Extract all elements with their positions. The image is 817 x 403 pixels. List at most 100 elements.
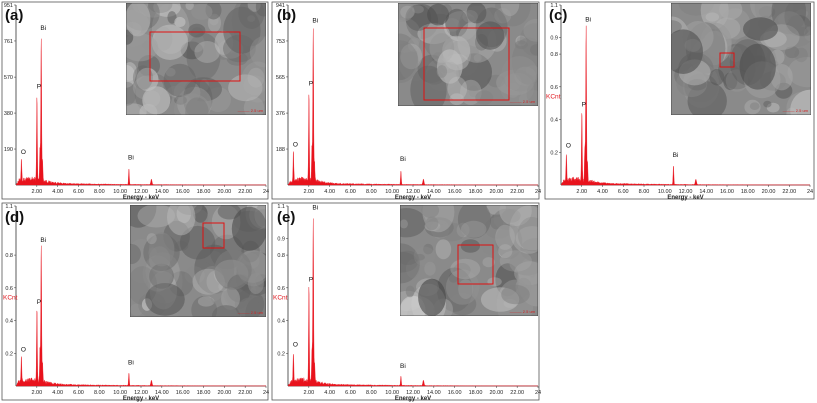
- sem-texture: [137, 205, 176, 228]
- sem-texture: [245, 296, 266, 317]
- sem-texture: [719, 3, 743, 20]
- sem-texture: [151, 24, 189, 60]
- spectrum-series: [15, 38, 267, 186]
- peak-label: P: [309, 276, 313, 283]
- sem-texture: [495, 3, 531, 27]
- sem-texture: [247, 67, 265, 88]
- sem-texture: [193, 205, 208, 223]
- x-tick-label: 20.00: [489, 189, 503, 195]
- sem-texture: [450, 258, 481, 280]
- peak-label: Bi: [673, 152, 679, 159]
- sem-texture: [214, 249, 252, 290]
- sem-texture: [784, 3, 811, 37]
- eds-panel-4: 2.00 4.00 6.00 8.00 10.00 12.00 14.00 16.00 18.0…: [271, 202, 541, 402]
- sem-texture: [445, 269, 480, 305]
- peak-label: O: [21, 347, 26, 354]
- y-tick-label: 380: [4, 111, 13, 117]
- sem-texture: [400, 250, 419, 265]
- sem-texture: [197, 296, 215, 307]
- x-tick-label: 2.00: [303, 390, 314, 396]
- scale-bar: ——— 2.5 um: [510, 309, 536, 314]
- sem-texture: [421, 205, 440, 218]
- x-tick-label: 12.00: [406, 390, 420, 396]
- sem-texture: [473, 54, 482, 62]
- y-tick-label: 0.8: [550, 52, 558, 58]
- sem-texture: [458, 279, 474, 299]
- x-tick-label: 10.00: [385, 390, 399, 396]
- sem-inset-image: ——— 2.5 um: [400, 205, 538, 316]
- sem-texture: [221, 287, 240, 311]
- sem-texture: [466, 3, 487, 24]
- sem-texture: [671, 20, 682, 34]
- sem-texture: [481, 232, 499, 255]
- sem-texture: [167, 11, 177, 24]
- sem-texture: [495, 223, 523, 260]
- sem-texture: [743, 17, 778, 41]
- y-tick-label: 0.4: [5, 319, 13, 325]
- sem-texture: [139, 103, 158, 115]
- eds-panel-2: 2.00 4.00 6.00 8.00 10.00 12.00 14.00 16.00 18.0…: [544, 1, 815, 201]
- sem-texture: [212, 305, 241, 317]
- sem-texture: [247, 295, 260, 305]
- x-tick-label: 18.00: [197, 189, 211, 195]
- sem-inset-image: ——— 2.5 um: [671, 3, 811, 115]
- roi-box: [149, 31, 241, 82]
- panel-label: (a): [5, 7, 23, 24]
- peak-label: Bi: [400, 156, 406, 163]
- sem-texture: [243, 96, 265, 115]
- sem-texture: [185, 3, 194, 11]
- y-tick-label: 753: [276, 39, 285, 45]
- sem-inset-image: ——— 2.5 um: [398, 3, 538, 106]
- x-tick-label: 16.00: [448, 390, 462, 396]
- panel-label: (d): [5, 209, 24, 226]
- sem-texture: [475, 90, 494, 105]
- sem-texture: [518, 90, 538, 106]
- x-tick-label: 6.00: [73, 189, 84, 195]
- x-tick-label: 20.00: [217, 189, 231, 195]
- x-tick-label: 16.00: [448, 189, 462, 195]
- sem-texture: [766, 102, 780, 113]
- sem-texture: [126, 81, 137, 106]
- sem-texture: [502, 209, 521, 223]
- sem-texture: [750, 3, 775, 20]
- sem-texture: [194, 41, 220, 63]
- sem-texture: [441, 4, 452, 16]
- sem-texture: [770, 63, 793, 91]
- sem-texture: [234, 289, 265, 317]
- x-tick-label: 18.00: [197, 390, 211, 396]
- sem-texture: [482, 257, 495, 268]
- sem-texture: [749, 102, 760, 110]
- roi-box: [202, 222, 225, 249]
- roi-box: [719, 52, 735, 68]
- sem-texture: [499, 205, 532, 227]
- sem-texture: [255, 3, 266, 17]
- sem-texture: [514, 40, 528, 50]
- y-tick-label: 190: [4, 147, 13, 153]
- sem-texture: [804, 26, 811, 41]
- sem-texture: [145, 283, 185, 316]
- y-tick-label: 0.9: [277, 237, 285, 243]
- spectrum-series: [287, 218, 539, 387]
- x-tick-label: 20.00: [217, 390, 231, 396]
- sem-texture: [460, 239, 480, 253]
- x-tick-label: 18.00: [741, 189, 755, 195]
- sem-texture: [523, 18, 538, 42]
- sem-texture: [249, 36, 266, 68]
- y-tick-label: 1.1: [277, 204, 285, 210]
- peak-label: P: [582, 101, 586, 108]
- panel-label: (b): [277, 7, 296, 24]
- sem-texture: [400, 208, 427, 238]
- panel-label: (c): [549, 7, 567, 24]
- sem-texture: [136, 67, 159, 91]
- y-axis-label: KCnt: [273, 295, 288, 302]
- scale-bar: ——— 2.5 um: [783, 108, 809, 113]
- sem-texture: [231, 206, 266, 251]
- x-tick-label: 14.00: [155, 189, 169, 195]
- sem-inset-image: ——— 2.5 um: [126, 3, 266, 115]
- sem-texture: [412, 5, 424, 14]
- y-tick-label: 1.1: [550, 3, 558, 9]
- x-axis-label: Energy - keV: [395, 396, 431, 402]
- sem-texture: [131, 3, 149, 14]
- y-tick-label: 0.8: [277, 253, 285, 259]
- sem-texture: [130, 205, 157, 228]
